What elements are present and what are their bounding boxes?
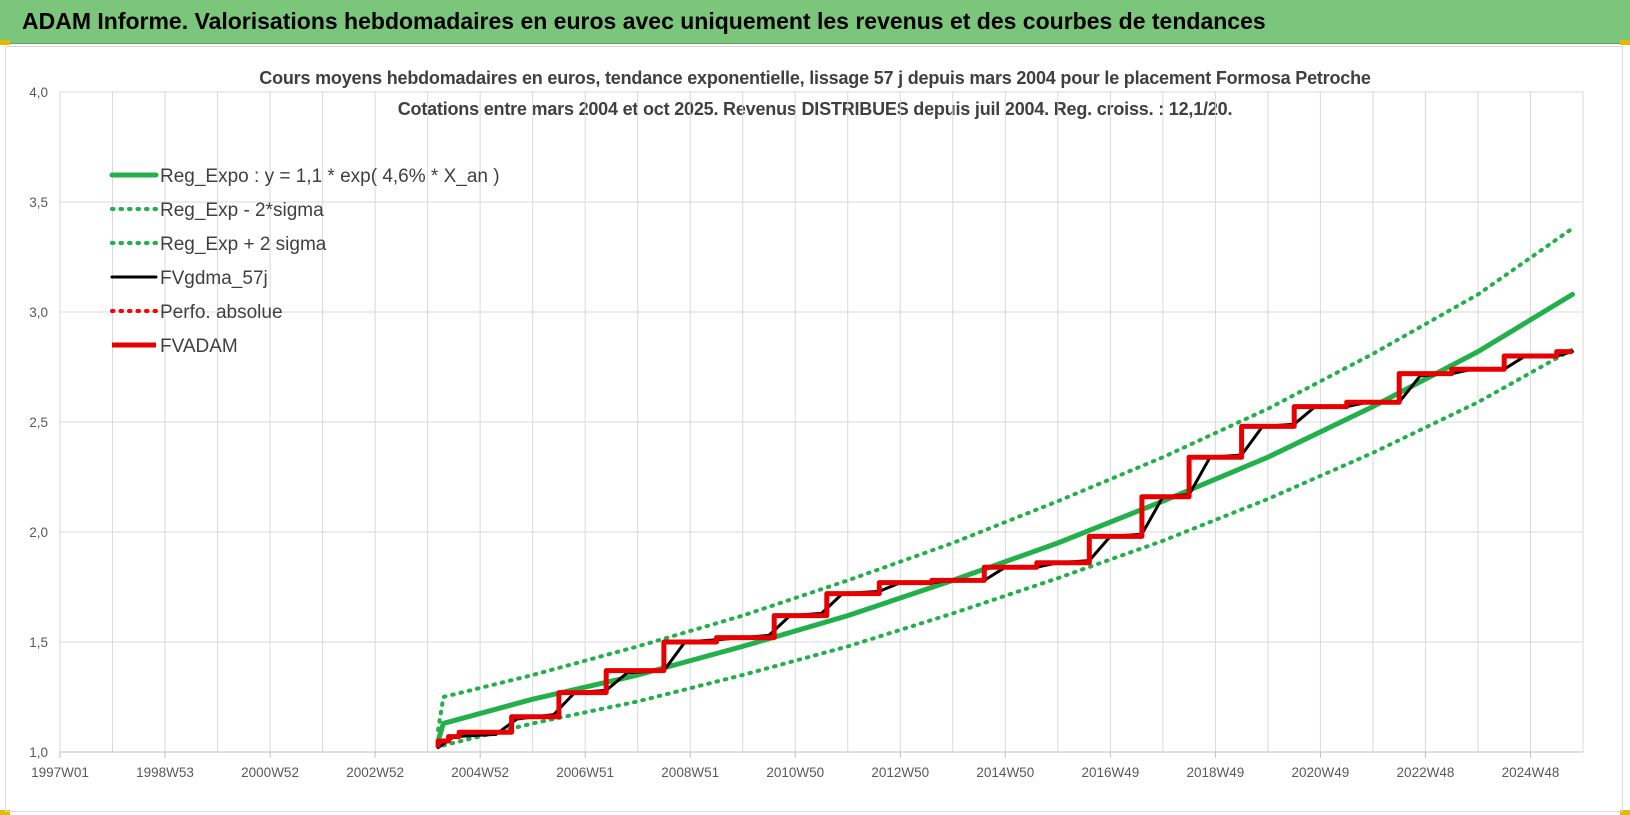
legend-label: Reg_Exp - 2*sigma [160, 200, 324, 221]
chart-title: Cours moyens hebdomadaires en euros, ten… [259, 68, 1371, 88]
chart-frame [5, 46, 1623, 812]
chart-subtitle: Cotations entre mars 2004 et oct 2025. R… [397, 99, 1233, 119]
series-line-2 [441, 347, 1575, 748]
x-tick-label: 2022W48 [1397, 765, 1455, 780]
y-tick-label: 1,0 [29, 745, 48, 760]
x-tick-label: 2024W48 [1502, 765, 1560, 780]
x-tick-label: 2006W51 [556, 765, 614, 780]
y-tick-label: 3,5 [29, 195, 48, 210]
series-lines [435, 226, 1575, 750]
legend-label: Reg_Expo : y = 1,1 * exp( 4,6% * X_an ) [160, 166, 500, 187]
x-tick-label: 2018W49 [1186, 765, 1244, 780]
y-tick-label: 2,5 [29, 415, 48, 430]
series-line-6 [435, 349, 1573, 748]
y-tick-label: 2,0 [29, 525, 48, 540]
series-line-3 [436, 226, 1575, 732]
legend: Reg_Expo : y = 1,1 * exp( 4,6% * X_an ) R… [109, 166, 500, 357]
x-tick-label: 2004W52 [451, 765, 509, 780]
x-tick-label: 2014W50 [976, 765, 1034, 780]
axes: 1,0 1,5 2,0 2,5 3,0 3,5 4,0 1997W01 1998W53 2000W… [29, 85, 1583, 780]
corner-marker [0, 40, 10, 45]
x-tick-label: 2000W52 [241, 765, 299, 780]
report-title: ADAM Informe. Valorisations hebdomadaire… [22, 8, 1266, 34]
corner-marker [1620, 40, 1630, 45]
legend-label: FVgdma_57j [160, 268, 268, 289]
x-tick-label: 2008W51 [661, 765, 719, 780]
corner-marker [1620, 810, 1630, 815]
y-tick-label: 1,5 [29, 635, 48, 650]
legend-label: FVADAM [160, 336, 238, 357]
legend-label: Reg_Exp + 2 sigma [160, 234, 327, 255]
x-tick-label: 2010W50 [766, 765, 824, 780]
corner-marker [0, 810, 10, 815]
y-tick-label: 3,0 [29, 305, 48, 320]
x-tick-label: 1997W01 [31, 765, 89, 780]
legend-label: Perfo. absolue [160, 302, 283, 323]
report-banner: ADAM Informe. Valorisations hebdomadaire… [0, 0, 1630, 44]
x-tick-label: 2012W50 [871, 765, 929, 780]
y-tick-label: 4,0 [29, 85, 48, 100]
x-tick-label: 2020W49 [1292, 765, 1350, 780]
x-tick-label: 2016W49 [1081, 765, 1139, 780]
x-tick-label: 2002W52 [346, 765, 404, 780]
x-tick-label: 1998W53 [136, 765, 194, 780]
